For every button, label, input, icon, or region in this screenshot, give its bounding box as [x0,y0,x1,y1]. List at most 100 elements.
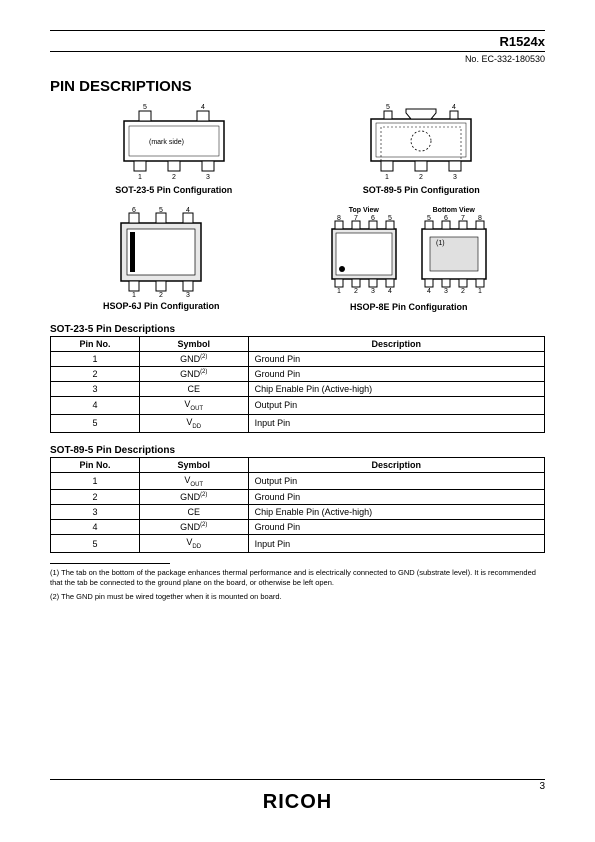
table-cell: Input Pin [248,535,544,553]
table-cell: Output Pin [248,472,544,490]
svg-text:5: 5 [427,215,431,222]
svg-text:2: 2 [172,174,176,181]
table-cell: Ground Pin [248,367,544,382]
svg-text:4: 4 [427,288,431,293]
table-cell: VOUT [139,472,248,490]
hsop8e-bottom-svg: (1) 5 6 7 8 4 3 2 1 [414,215,494,293]
svg-text:2: 2 [354,288,358,293]
table-cell: GND(2) [139,367,248,382]
svg-text:5: 5 [386,104,390,111]
svg-text:7: 7 [354,215,358,222]
table2-title: SOT-89-5 Pin Descriptions [50,445,545,456]
section-title: PIN DESCRIPTIONS [50,78,545,95]
svg-text:5: 5 [143,104,147,111]
svg-text:3: 3 [206,174,210,181]
table-cell: 1 [51,352,140,367]
fig-hsop8e: Top View 8 7 6 [324,207,494,312]
svg-text:4: 4 [388,288,392,293]
table-cell: 4 [51,520,140,535]
table-cell: Input Pin [248,414,544,432]
hsop8e-top-view: Top View 8 7 6 [324,207,404,298]
sot895-caption: SOT-89-5 Pin Configuration [363,185,480,195]
table-cell: GND(2) [139,520,248,535]
svg-text:4: 4 [452,104,456,111]
bottom-view-label: Bottom View [414,207,494,214]
table-header: Symbol [139,457,248,472]
table-cell: CE [139,382,248,397]
svg-text:7: 7 [461,215,465,222]
svg-text:3: 3 [453,174,457,181]
table-cell: 5 [51,535,140,553]
sot895-svg: 5 4 1 2 3 [351,101,491,181]
svg-text:6: 6 [371,215,375,222]
svg-text:2: 2 [419,174,423,181]
table-cell: 5 [51,414,140,432]
table-cell: Chip Enable Pin (Active-high) [248,505,544,520]
table1-title: SOT-23-5 Pin Descriptions [50,324,545,335]
table-cell: 3 [51,382,140,397]
table-row: 5VDDInput Pin [51,535,545,553]
table-cell: VDD [139,414,248,432]
table-cell: GND(2) [139,490,248,505]
table1: Pin No.SymbolDescription1GND(2)Ground Pi… [50,336,545,433]
svg-text:1: 1 [385,174,389,181]
svg-text:3: 3 [371,288,375,293]
footnote-1: (1) The tab on the bottom of the package… [50,568,545,588]
table-cell: 2 [51,490,140,505]
table-row: 4GND(2)Ground Pin [51,520,545,535]
table-header: Pin No. [51,457,140,472]
svg-text:5: 5 [159,207,163,214]
figure-row-1: 5 4 1 2 3 (mark side) SOT-23-5 Pin Confi… [50,101,545,195]
table-row: 3CEChip Enable Pin (Active-high) [51,505,545,520]
footnote-2: (2) The GND pin must be wired together w… [50,592,545,602]
svg-text:2: 2 [461,288,465,293]
table-cell: Ground Pin [248,490,544,505]
hsop8e-caption: HSOP-8E Pin Configuration [350,302,468,312]
ricoh-logo: RICOH [0,791,595,814]
svg-text:8: 8 [478,215,482,222]
table-cell: 1 [51,472,140,490]
svg-text:4: 4 [186,207,190,214]
svg-text:1: 1 [337,288,341,293]
table-cell: Chip Enable Pin (Active-high) [248,382,544,397]
svg-text:5: 5 [388,215,392,222]
table-header: Symbol [139,337,248,352]
svg-text:8: 8 [337,215,341,222]
table-cell: Output Pin [248,397,544,415]
table-cell: VOUT [139,397,248,415]
table-row: 2GND(2)Ground Pin [51,490,545,505]
footnote-rule [50,563,170,564]
table-row: 5VDDInput Pin [51,414,545,432]
table2: Pin No.SymbolDescription1VOUTOutput Pin2… [50,457,545,554]
table-header: Description [248,457,544,472]
table-cell: VDD [139,535,248,553]
svg-text:2: 2 [159,292,163,297]
svg-text:1: 1 [138,174,142,181]
top-view-label: Top View [324,207,404,214]
table-row: 1VOUTOutput Pin [51,472,545,490]
table-row: 2GND(2)Ground Pin [51,367,545,382]
svg-text:3: 3 [186,292,190,297]
svg-text:1: 1 [132,292,136,297]
fig-sot895: 5 4 1 2 3 SOT-89-5 Pin Configuration [351,101,491,195]
hsop8e-top-svg: 8 7 6 5 1 2 3 4 [324,215,404,293]
bottom-rule [50,779,545,780]
svg-text:(1): (1) [436,240,445,247]
figure-row-2: 6 5 4 1 2 3 HSOP-6J Pin Configuration To… [50,207,545,312]
table-cell: 2 [51,367,140,382]
table-cell: Ground Pin [248,352,544,367]
header-bar: R1524x [50,30,545,52]
table-header: Description [248,337,544,352]
table-header: Pin No. [51,337,140,352]
hsop6j-svg: 6 5 4 1 2 3 [101,207,221,297]
table-row: 3CEChip Enable Pin (Active-high) [51,382,545,397]
sot235-svg: 5 4 1 2 3 (mark side) [104,101,244,181]
sot235-caption: SOT-23-5 Pin Configuration [115,185,232,195]
svg-text:6: 6 [444,215,448,222]
part-number: R1524x [499,34,545,49]
svg-text:(mark side): (mark side) [149,139,184,146]
table-row: 1GND(2)Ground Pin [51,352,545,367]
fig-hsop6j: 6 5 4 1 2 3 HSOP-6J Pin Configuration [101,207,221,312]
table-cell: GND(2) [139,352,248,367]
svg-text:3: 3 [444,288,448,293]
